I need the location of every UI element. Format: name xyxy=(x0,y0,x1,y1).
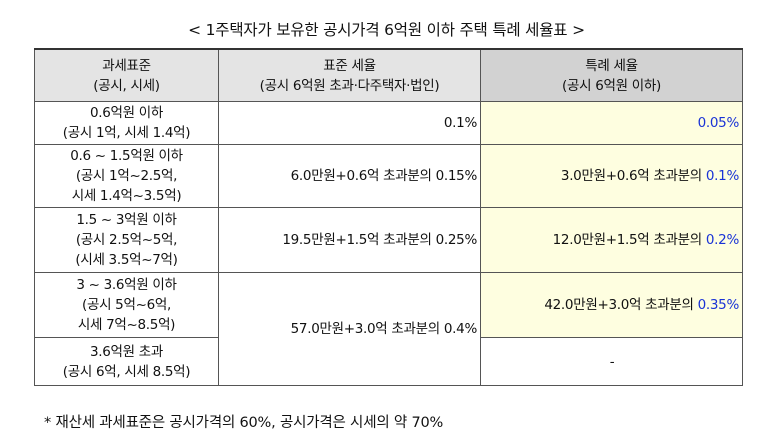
table-row: 0.6 ~ 1.5억원 이하 (공시 1억~2.5억, 시세 1.4억~3.5억… xyxy=(34,144,743,208)
header-standard-rate: 표준 세율 (공시 6억원 초과·다주택자·법인) xyxy=(218,48,481,102)
standard-rate-value: 0.1% xyxy=(443,115,477,131)
special-rate-prefix: 12.0만원+1.5억 초과분의 xyxy=(552,232,706,248)
special-rate-cell: 12.0만원+1.5억 초과분의 0.2% xyxy=(480,207,743,273)
standard-rate-value: 0.4% xyxy=(443,321,477,337)
bracket-line: (공시 2.5억~5억, xyxy=(75,232,178,248)
table-row: 3 ~ 3.6억원 이하 (공시 5억~6억, 시세 7억~8.5억) 57.0… xyxy=(34,272,743,386)
standard-rate-value: 0.15% xyxy=(435,168,478,184)
bracket-line: 3.6억원 초과 xyxy=(89,343,164,360)
dash-mark: - xyxy=(609,353,615,370)
header-standard-rate-sub: (공시 6억원 초과·다주택자·법인) xyxy=(259,77,440,94)
footnote: * 재산세 과세표준은 공시가격의 60%, 공시가격은 시세의 약 70% xyxy=(44,415,444,431)
bracket-cell: 0.6억원 이하 (공시 1억, 시세 1.4억) xyxy=(34,101,219,145)
bracket-line: (공시 1억~2.5억, xyxy=(75,168,178,184)
special-rate-value: 0.05% xyxy=(697,115,740,131)
header-tax-base: 과세표준 (공시, 시세) xyxy=(34,48,219,102)
header-tax-base-label: 과세표준 xyxy=(102,57,151,74)
standard-rate-cell: 57.0만원+3.0억 초과분의 0.4% xyxy=(218,272,481,386)
standard-rate-cell: 0.1% xyxy=(218,101,481,145)
bracket-cell: 1.5 ~ 3억원 이하 (공시 2.5억~5억, (시세 3.5억~7억) xyxy=(34,207,219,273)
bracket-line: (공시 5억~6억, xyxy=(81,297,172,313)
table-header-row: 과세표준 (공시, 시세) 표준 세율 (공시 6억원 초과·다주택자·법인) … xyxy=(34,48,743,102)
bracket-line: 1.5 ~ 3억원 이하 xyxy=(76,212,177,228)
special-rate-cell: 0.05% xyxy=(480,101,743,145)
tax-rate-table: 과세표준 (공시, 시세) 표준 세율 (공시 6억원 초과·다주택자·법인) … xyxy=(34,48,743,386)
special-rate-cell: 3.0만원+0.6억 초과분의 0.1% xyxy=(480,144,743,208)
special-rate-value: 0.35% xyxy=(697,297,740,313)
header-special-rate: 특례 세율 (공시 6억원 이하) xyxy=(480,48,743,102)
bracket-line: 시세 7억~8.5억) xyxy=(77,317,176,333)
special-rate-cell: 42.0만원+3.0억 초과분의 0.35% xyxy=(480,272,743,338)
special-rate-value: 0.2% xyxy=(705,232,739,248)
standard-rate-prefix: 19.5만원+1.5억 초과분의 xyxy=(282,232,436,248)
bracket-line: (공시 1억, 시세 1.4억) xyxy=(62,125,191,141)
bracket-line: (공시 6억, 시세 8.5억) xyxy=(62,363,191,380)
bracket-line: 시세 1.4억~3.5억) xyxy=(71,188,182,204)
standard-rate-cell: 19.5만원+1.5억 초과분의 0.25% xyxy=(218,207,481,273)
bracket-cell: 3 ~ 3.6억원 이하 (공시 5억~6억, 시세 7억~8.5억) xyxy=(34,272,219,338)
special-rate-value: 0.1% xyxy=(705,168,739,184)
bracket-cell: 0.6 ~ 1.5억원 이하 (공시 1억~2.5억, 시세 1.4억~3.5억… xyxy=(34,144,219,208)
header-special-rate-label: 특례 세율 xyxy=(585,57,638,74)
table-row: 0.6억원 이하 (공시 1억, 시세 1.4억) 0.1% 0.05% xyxy=(34,101,743,145)
bracket-line: 0.6 ~ 1.5억원 이하 xyxy=(70,148,183,164)
standard-rate-value: 0.25% xyxy=(435,232,478,248)
standard-rate-prefix: 57.0만원+3.0억 초과분의 xyxy=(290,321,444,337)
bracket-line: 0.6억원 이하 xyxy=(89,105,164,121)
standard-rate-cell: 6.0만원+0.6억 초과분의 0.15% xyxy=(218,144,481,208)
standard-rate-prefix: 6.0만원+0.6억 초과분의 xyxy=(290,168,436,184)
bracket-cell: 3.6억원 초과 (공시 6억, 시세 8.5억) xyxy=(34,337,219,386)
table-title: < 1주택자가 보유한 공시가격 6억원 이하 주택 특례 세율표 > xyxy=(188,21,585,39)
bracket-line: (시세 3.5억~7억) xyxy=(75,252,178,268)
header-special-rate-sub: (공시 6억원 이하) xyxy=(562,77,661,94)
special-rate-prefix: 3.0만원+0.6억 초과분의 xyxy=(560,168,706,184)
header-standard-rate-label: 표준 세율 xyxy=(323,57,376,74)
special-rate-not-applicable: - xyxy=(480,337,743,386)
table-row: 1.5 ~ 3억원 이하 (공시 2.5억~5억, (시세 3.5억~7억) 1… xyxy=(34,207,743,273)
header-tax-base-sub: (공시, 시세) xyxy=(93,77,160,94)
bracket-line: 3 ~ 3.6억원 이하 xyxy=(76,277,177,293)
table-row: 3.6억원 초과 (공시 6억, 시세 8.5억) - xyxy=(34,337,743,386)
special-rate-prefix: 42.0만원+3.0억 초과분의 xyxy=(544,297,698,313)
